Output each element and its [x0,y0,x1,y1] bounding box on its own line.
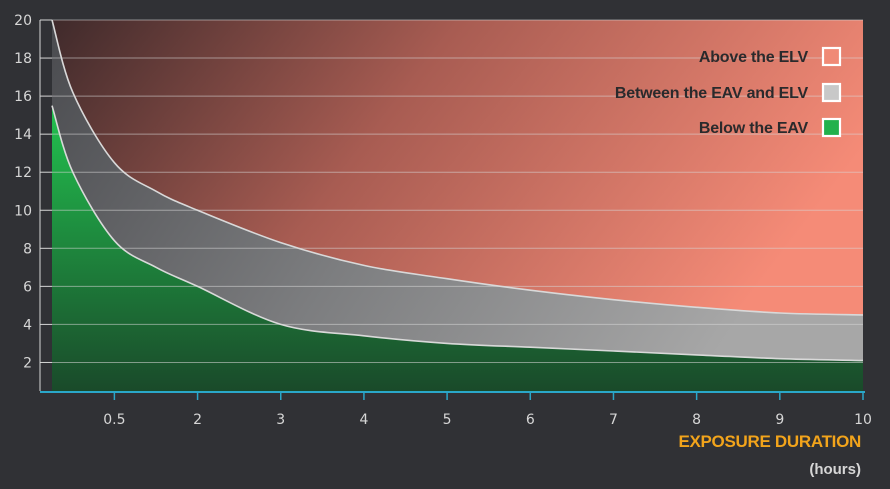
x-tick-label-4: 4 [359,412,368,428]
y-axis [40,20,52,391]
x-tick-label-6: 6 [526,412,535,428]
x-tick-label-0.5: 0.5 [103,412,125,428]
legend-swatch [823,48,840,65]
x-axis-title: EXPOSURE DURATION [678,432,861,451]
legend-label: Between the EAV and ELV [615,85,809,102]
x-tick-labels: 0.5 2 3 4 5 6 7 8 9 10 [103,412,872,428]
y-tick-label-18: 18 [14,51,32,67]
plot-area [52,20,863,391]
y-tick-labels: 2 4 6 8 10 12 14 16 18 20 [14,13,32,371]
x-tick-label-5: 5 [443,412,452,428]
y-tick-label-14: 14 [14,127,32,143]
x-tick-label-3: 3 [276,412,285,428]
x-tick-label-10: 10 [854,412,872,428]
y-tick-label-16: 16 [14,89,32,105]
x-axis-unit: (hours) [809,461,861,478]
x-axis [40,392,865,400]
y-tick-label-2: 2 [23,355,32,371]
y-tick-label-20: 20 [14,13,32,29]
legend-item: Between the EAV and ELV [615,84,840,102]
y-tick-label-6: 6 [23,279,32,295]
x-tick-label-9: 9 [775,412,784,428]
x-tick-label-2: 2 [193,412,202,428]
x-tick-label-7: 7 [609,412,618,428]
legend-label: Above the ELV [699,49,809,66]
y-tick-label-12: 12 [14,165,32,181]
legend-label: Below the EAV [699,120,809,137]
x-tick-label-8: 8 [692,412,701,428]
y-tick-label-10: 10 [14,203,32,219]
y-tick-label-8: 8 [23,241,32,257]
legend-swatch [823,84,840,101]
y-tick-label-4: 4 [23,317,32,333]
legend-swatch [823,119,840,136]
